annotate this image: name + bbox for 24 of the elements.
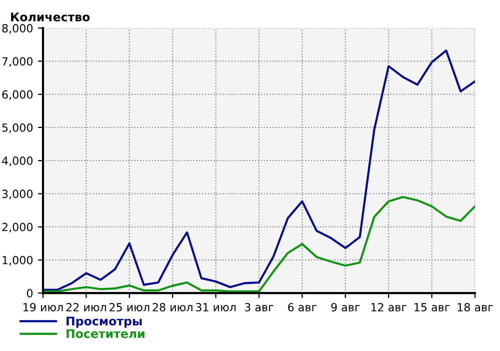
x-tick-label: 18 авг xyxy=(458,303,493,312)
line-series xyxy=(43,50,475,291)
y-tick-label: 7,000 xyxy=(2,57,33,67)
x-tick-label: 3 авг xyxy=(244,303,274,312)
chart-title: Количество xyxy=(11,12,90,22)
y-tick-label: 1,000 xyxy=(2,256,33,266)
x-tick-label: 15 авг xyxy=(414,303,450,312)
y-tick-label: 3,000 xyxy=(2,190,33,200)
x-tick-label: 22 июл xyxy=(66,303,106,312)
x-tick-label: 28 июл xyxy=(152,303,192,312)
x-tick-label: 25 июл xyxy=(110,303,150,312)
y-tick-label: 0 xyxy=(26,289,33,298)
y-tick-label: 6,000 xyxy=(2,90,33,100)
x-tick-label: 19 июл xyxy=(24,303,63,312)
y-tick-label: 2,000 xyxy=(2,222,33,232)
legend-label: Посетители xyxy=(66,329,144,338)
x-tick-label: 6 авг xyxy=(288,303,317,312)
legend-label: Просмотры xyxy=(66,316,142,328)
y-tick-label: 4,000 xyxy=(2,156,33,166)
x-tick-label: 9 авг xyxy=(331,303,360,312)
x-tick-label: 31 июл xyxy=(196,303,236,312)
y-tick-label: 8,000 xyxy=(2,24,33,34)
y-tick-label: 5,000 xyxy=(2,123,33,133)
x-tick-label: 12 авг xyxy=(371,303,406,312)
